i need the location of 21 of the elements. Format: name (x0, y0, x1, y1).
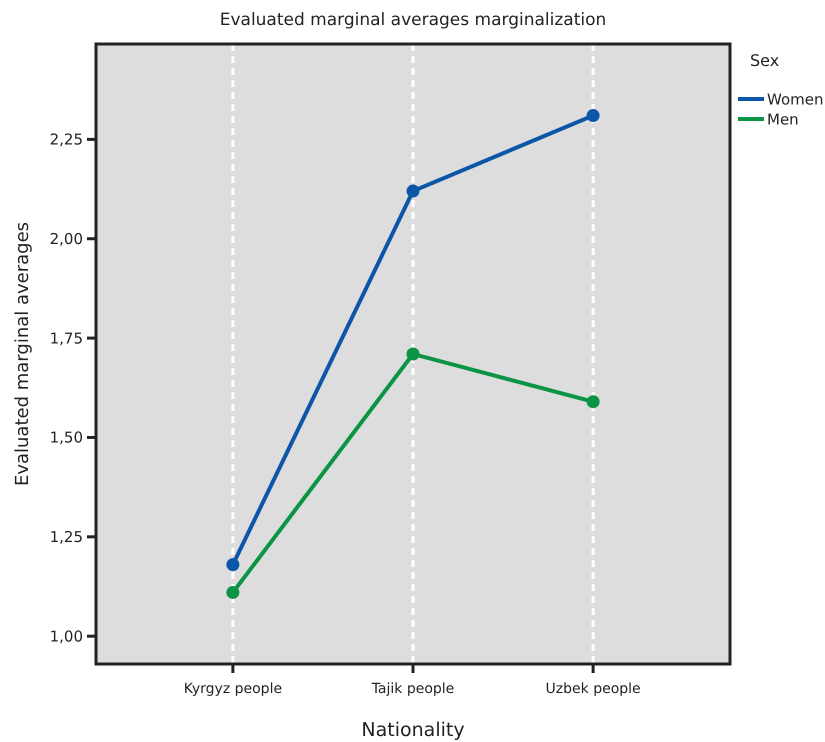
y-tick-label: 2,25 (50, 130, 83, 149)
legend-label: Men (767, 110, 799, 128)
point (586, 109, 600, 122)
point (406, 348, 420, 360)
y-tick-label: 2,00 (50, 230, 83, 248)
y-tick-label: 1,00 (50, 627, 83, 646)
x-tick-label: Uzbek people (546, 681, 641, 697)
y-axis-title: Evaluated marginal averages (12, 222, 33, 486)
legend-label: Women (767, 90, 824, 108)
y-tick-label: 1,50 (50, 428, 83, 447)
y-tick-label: 1,75 (50, 329, 83, 348)
legend-title: Sex (750, 51, 780, 70)
point (406, 184, 420, 198)
point (226, 586, 240, 599)
point (226, 558, 240, 572)
x-axis-title: Nationality (361, 719, 465, 741)
x-tick-label: Kyrgyz people (184, 681, 282, 697)
y-tick-label: 1,25 (50, 528, 83, 546)
chart-title: Evaluated marginal averages marginalization (220, 10, 606, 30)
point (586, 395, 600, 408)
x-tick-label: Tajik people (370, 681, 454, 697)
